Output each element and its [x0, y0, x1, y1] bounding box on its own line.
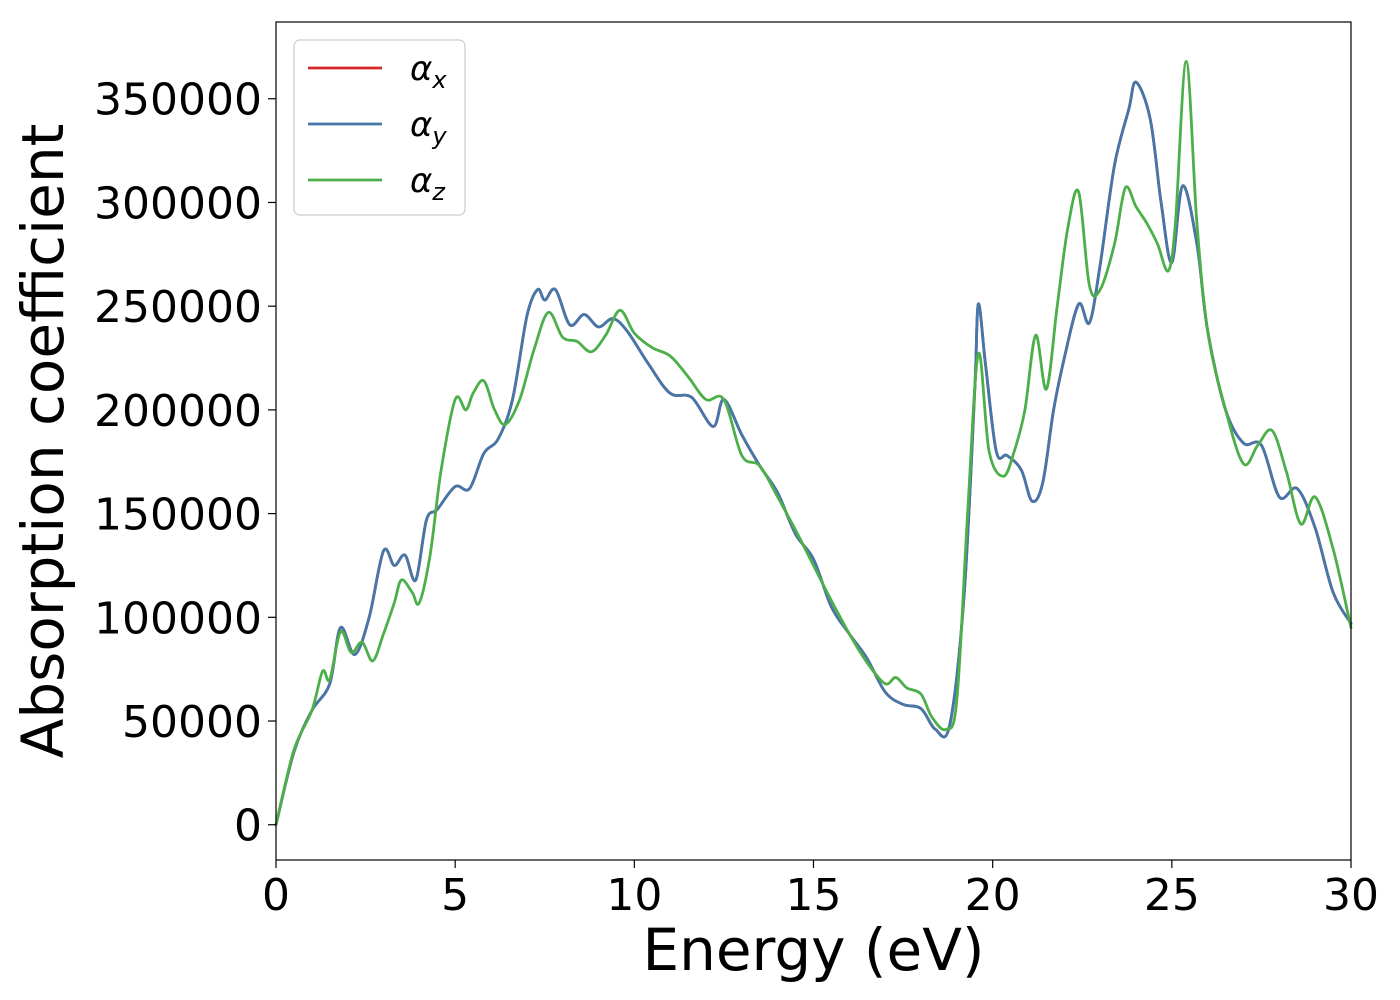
legend-label-z: αz [410, 161, 446, 206]
x-tick-label: 30 [1323, 870, 1379, 921]
legend: αx αy αz [293, 39, 466, 216]
x-tick-label: 25 [1144, 870, 1200, 921]
y-tick-label: 300000 [94, 178, 262, 229]
y-tick-label: 100000 [94, 593, 262, 644]
x-tick-label: 5 [441, 870, 469, 921]
x-axis-title: Energy (eV) [642, 916, 984, 984]
y-tick-label: 0 [234, 801, 262, 852]
axis-ticks: 0 5 10 15 20 25 30 0 50000 100000 150000 200000 2500… [94, 75, 1379, 921]
series-line-y [274, 80, 1353, 827]
y-tick-label: 200000 [94, 386, 262, 437]
legend-box [293, 39, 466, 216]
x-tick-label: 10 [606, 870, 662, 921]
x-tick-label: 0 [262, 870, 290, 921]
x-tick-label: 15 [786, 870, 842, 921]
x-tick-label: 20 [965, 870, 1021, 921]
y-tick-label: 50000 [122, 697, 262, 748]
series-line-z [274, 60, 1353, 827]
y-tick-label: 350000 [94, 75, 262, 126]
y-tick-label: 250000 [94, 282, 262, 333]
y-tick-label: 150000 [94, 490, 262, 541]
plot-area [274, 60, 1353, 827]
legend-label-y: αy [410, 105, 447, 150]
legend-label-x: αx [410, 49, 447, 94]
y-axis-title: Absorption coefficient [9, 124, 77, 759]
